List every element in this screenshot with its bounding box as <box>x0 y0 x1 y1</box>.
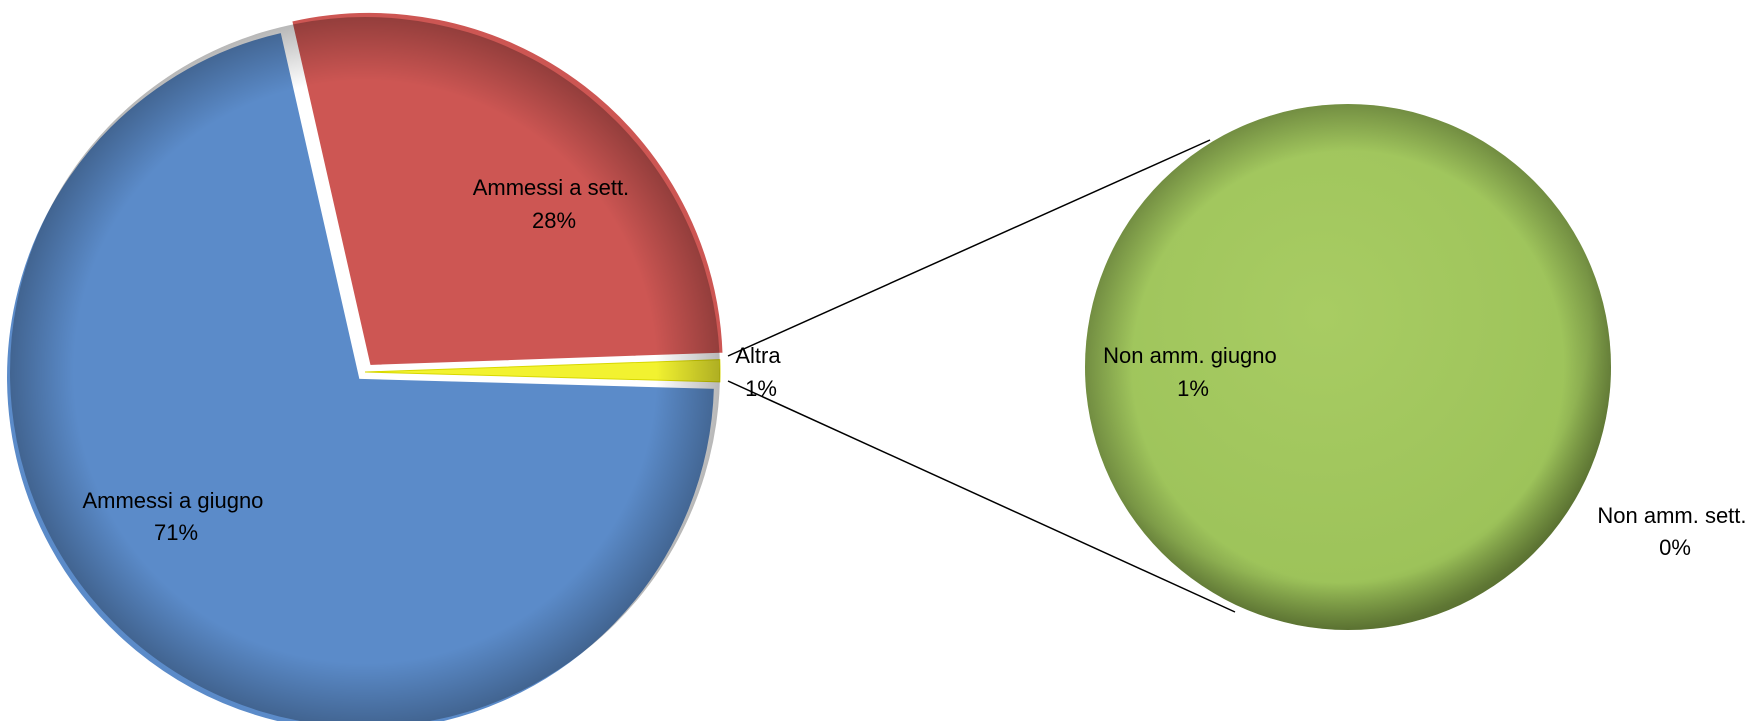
label-ammessi-a-giugno: Ammessi a giugno 71% <box>82 488 269 545</box>
label-non-amm-sett: Non amm. sett. 0% <box>1597 503 1752 560</box>
connector-line-bottom <box>727 380 1236 613</box>
connector-line-top <box>727 139 1211 357</box>
label-altra: Altra 1% <box>735 343 786 401</box>
secondary-pie-shading <box>1085 104 1611 630</box>
primary-pie <box>4 9 726 721</box>
label-non-amm-giugno: Non amm. giugno 1% <box>1103 343 1283 401</box>
label-ammessi-a-sett: Ammessi a sett. 28% <box>473 175 636 233</box>
secondary-pie <box>1085 104 1611 630</box>
